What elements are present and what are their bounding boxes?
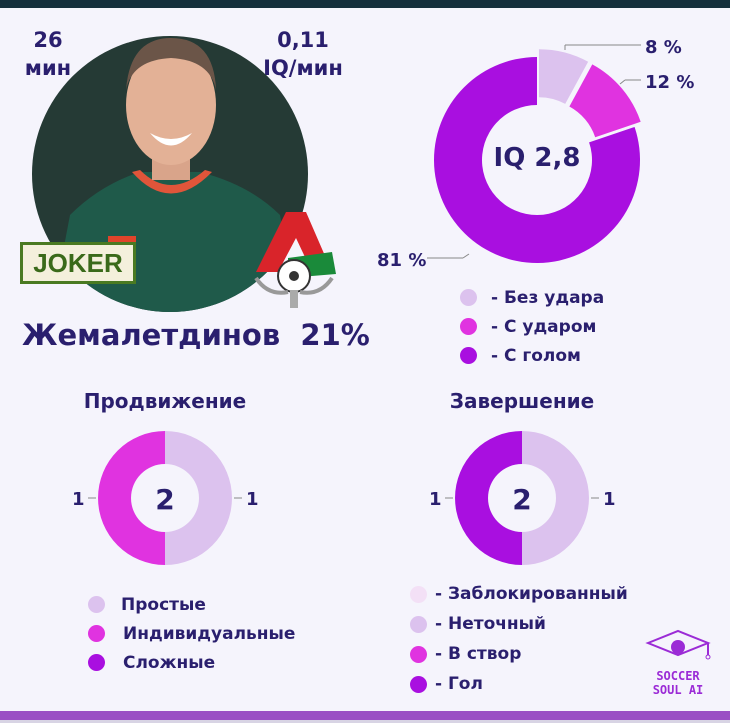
legend-label: Индивидуальные bbox=[123, 623, 296, 644]
bottom-bar bbox=[0, 711, 730, 720]
legend-item: - С голом bbox=[460, 341, 604, 370]
legend-dot bbox=[88, 596, 105, 613]
progression-donut-chart: 1 1 2 bbox=[72, 431, 259, 565]
legend-item: - Заблокированный bbox=[410, 579, 628, 609]
legend-item: - Без удара bbox=[460, 283, 604, 312]
legend-item: - С ударом bbox=[460, 312, 604, 341]
iq-center-label: IQ 2,8 bbox=[494, 143, 581, 173]
slice-label-bez-udara: 8 % bbox=[645, 37, 682, 58]
bottom-line bbox=[0, 720, 730, 723]
club-logo-icon bbox=[254, 212, 336, 308]
slice-label-s-udarom: 12 % bbox=[645, 72, 694, 93]
slice-Индивидуальные bbox=[98, 431, 165, 565]
legend-item: Сложные bbox=[88, 648, 295, 677]
minutes-unit: мин bbox=[24, 56, 72, 80]
slice-С ударом bbox=[569, 64, 641, 138]
legend-item: - Неточный bbox=[410, 609, 628, 639]
iq-donut-chart: 8 % 12 % 81 % IQ 2,8 bbox=[377, 37, 694, 271]
legend-dot bbox=[410, 675, 427, 693]
legend-label: - Гол bbox=[435, 674, 483, 694]
finishing-donut-chart: 1 1 2 bbox=[429, 431, 616, 565]
legend-item: - В створ bbox=[410, 639, 628, 669]
slice-label-individual: 1 bbox=[72, 489, 85, 510]
legend-label: Сложные bbox=[123, 652, 216, 673]
iq-legend: - Без удара - С ударом - С голом bbox=[460, 283, 604, 370]
legend-dot bbox=[460, 318, 477, 335]
legend-item: Индивидуальные bbox=[88, 619, 295, 648]
graduation-cap-ball-icon bbox=[645, 629, 711, 660]
slice-Неточный bbox=[522, 431, 589, 565]
legend-label: - Неточный bbox=[435, 614, 546, 634]
player-name-line: Жемалетдинов 21% bbox=[22, 318, 370, 352]
slice-С голом bbox=[434, 57, 640, 263]
progression-title: Продвижение bbox=[83, 389, 247, 413]
legend-label: - С ударом bbox=[491, 316, 597, 337]
legend-label: - Заблокированный bbox=[435, 584, 628, 604]
slice-label-simple: 1 bbox=[246, 489, 259, 510]
progression-legend: Простые Индивидуальные Сложные bbox=[88, 590, 295, 677]
legend-dot bbox=[410, 615, 427, 633]
finishing-legend: - Заблокированный - Неточный - В створ -… bbox=[410, 579, 628, 699]
iq-per-min-unit: IQ/мин bbox=[263, 56, 343, 80]
legend-label: - С голом bbox=[491, 345, 581, 366]
player-name: Жемалетдинов bbox=[22, 318, 281, 352]
legend-item: Простые bbox=[88, 590, 295, 619]
top-bar bbox=[0, 0, 730, 8]
legend-dot bbox=[410, 585, 427, 603]
iq-per-min-value: 0,11 bbox=[277, 28, 329, 52]
legend-item: - Гол bbox=[410, 669, 628, 699]
slice-label-s-golom: 81 % bbox=[377, 250, 426, 271]
slice-label-inaccurate: 1 bbox=[603, 489, 616, 510]
brand-logo: SOCCER SOUL AI bbox=[640, 625, 716, 697]
legend-dot bbox=[460, 347, 477, 364]
player-percent: 21% bbox=[300, 318, 370, 352]
legend-dot bbox=[88, 654, 105, 671]
legend-dot bbox=[410, 645, 427, 663]
iq-per-min-stat: 0,11 IQ/мин bbox=[258, 26, 348, 82]
slice-Гол bbox=[455, 431, 522, 565]
slice-label-goal: 1 bbox=[429, 489, 442, 510]
finishing-title: Завершение bbox=[449, 389, 595, 413]
legend-label: - Без удара bbox=[491, 287, 605, 308]
legend-dot bbox=[88, 625, 105, 642]
slice-Без удара bbox=[538, 49, 589, 104]
legend-dot bbox=[460, 289, 477, 306]
slice-Простые bbox=[165, 431, 232, 565]
progression-center-label: 2 bbox=[155, 483, 174, 516]
minutes-stat: 26 мин bbox=[20, 26, 76, 82]
joker-badge: JOKER bbox=[20, 242, 136, 284]
finishing-center-label: 2 bbox=[512, 483, 531, 516]
brand-line1: SOCCER bbox=[656, 669, 700, 683]
minutes-value: 26 bbox=[33, 28, 63, 52]
legend-label: Простые bbox=[121, 594, 206, 615]
brand-line2: SOUL AI bbox=[652, 683, 704, 697]
legend-label: - В створ bbox=[435, 644, 522, 664]
